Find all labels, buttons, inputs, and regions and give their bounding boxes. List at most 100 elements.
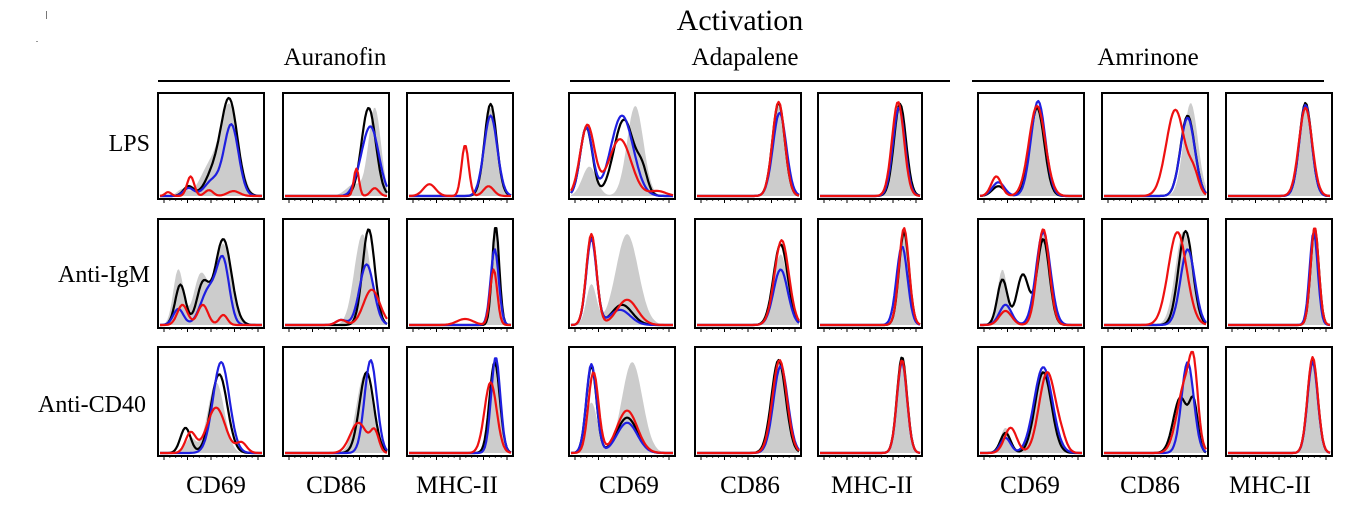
histogram-line-red [1228, 227, 1331, 327]
x-axis-ticks [983, 456, 1079, 460]
histogram-line-red [979, 104, 1082, 198]
histogram-filled [285, 234, 387, 325]
panel-auranofin-lps-cd69 [157, 92, 265, 203]
histogram-line-red [1104, 108, 1207, 198]
x-axis-ticks [574, 199, 670, 203]
row-label-lps: LPS [108, 131, 150, 157]
histogram-line-red [160, 406, 262, 455]
histogram-filled [1228, 230, 1330, 325]
histogram-line-red [1104, 350, 1207, 455]
marker-label-mhcii-amrinone: MHC-II [1229, 472, 1311, 499]
histogram-line-blue [570, 114, 673, 198]
x-axis-ticks [288, 199, 384, 203]
histogram-line-red [980, 228, 1082, 327]
x-axis-ticks [823, 328, 917, 332]
histogram-line-red [408, 145, 511, 198]
histogram-line-red [409, 381, 512, 455]
panel-auranofin-anti-igm-cd86 [282, 218, 390, 332]
histogram-filled [980, 232, 1082, 325]
histogram-line-red [1228, 356, 1331, 455]
x-axis-ticks [1107, 328, 1203, 332]
x-axis-ticks [1107, 456, 1203, 460]
x-axis-ticks [288, 456, 384, 460]
x-axis-ticks [1231, 328, 1327, 332]
figure-title: Activation [676, 4, 804, 37]
histogram-filled [820, 359, 920, 453]
x-axis-ticks [288, 328, 384, 332]
panel-auranofin-anti-cd40-cd69 [157, 346, 265, 460]
panel-adapalene-anti-igm-cd86 [694, 218, 802, 332]
panel-amrinone-anti-cd40-cd86 [1101, 346, 1209, 460]
histogram-filled [160, 103, 262, 196]
panel-amrinone-anti-igm-cd69 [977, 218, 1085, 332]
x-axis-ticks [983, 199, 1079, 203]
x-axis-ticks [1231, 456, 1327, 460]
x-axis-ticks [700, 328, 796, 332]
drug-label-amrinone: Amrinone [1097, 44, 1199, 71]
histogram-filled [1104, 370, 1206, 453]
panel-amrinone-anti-igm-cd86 [1101, 218, 1209, 332]
x-axis-ticks [823, 456, 917, 460]
panel-auranofin-anti-cd40-mhc-ii [406, 346, 514, 460]
histogram-line-red [159, 175, 262, 198]
histogram-line-red [697, 359, 800, 455]
marker-label-cd69-adapalene: CD69 [599, 472, 659, 499]
panel-adapalene-anti-cd40-mhc-ii [817, 346, 923, 460]
x-axis-ticks [412, 199, 508, 203]
histogram-filled [571, 362, 673, 453]
row-label-anti-cd40: Anti-CD40 [38, 392, 146, 418]
panel-adapalene-anti-igm-cd69 [568, 218, 676, 332]
x-axis-ticks [163, 328, 259, 332]
panel-auranofin-lps-cd86 [282, 92, 390, 203]
row-label-anti-igm: Anti-IgM [58, 262, 150, 288]
drug-label-auranofin: Auranofin [283, 44, 387, 71]
histogram-filled [571, 105, 673, 196]
x-axis-ticks [163, 456, 259, 460]
histogram-filled [409, 107, 511, 196]
panel-amrinone-lps-cd69 [977, 92, 1085, 203]
histogram-line-red [820, 359, 921, 455]
corner-mark [46, 11, 47, 19]
histogram-line-red [160, 303, 262, 327]
panel-adapalene-lps-mhc-ii [817, 92, 923, 203]
histogram-line-red [409, 268, 511, 327]
corner-dot [36, 41, 38, 42]
drug-underline-adapalene [570, 80, 950, 82]
panel-auranofin-anti-cd40-cd86 [282, 346, 390, 460]
x-axis-ticks [1107, 199, 1203, 203]
x-axis-ticks [823, 199, 917, 203]
histogram-line-blue [980, 366, 1082, 455]
marker-label-cd86-adapalene: CD86 [720, 472, 780, 499]
x-axis-ticks [412, 456, 508, 460]
histogram-line-red [285, 421, 388, 455]
panel-auranofin-lps-mhc-ii [406, 92, 514, 203]
histogram-line-red [820, 101, 921, 198]
x-axis-ticks [412, 328, 508, 332]
panel-adapalene-lps-cd69 [568, 92, 676, 203]
panel-adapalene-anti-igm-mhc-ii [817, 218, 923, 332]
histogram-line-blue [409, 114, 512, 198]
histogram-filled [697, 105, 799, 196]
histogram-line-red [980, 371, 1082, 455]
histogram-filled [697, 254, 799, 325]
histogram-filled [571, 234, 673, 325]
x-axis-ticks [574, 456, 670, 460]
histogram-line-red [570, 123, 674, 197]
panel-amrinone-anti-cd40-cd69 [977, 346, 1085, 460]
histogram-line-red [697, 100, 800, 198]
histogram-line-red [1228, 106, 1331, 198]
panel-adapalene-lps-cd86 [694, 92, 802, 203]
histogram-filled [1228, 105, 1330, 196]
x-axis-ticks [1231, 199, 1327, 203]
marker-label-cd86-auranofin: CD86 [306, 472, 366, 499]
panel-amrinone-anti-cd40-mhc-ii [1225, 346, 1333, 460]
marker-label-mhcii-auranofin: MHC-II [416, 472, 498, 499]
histogram-line-red [570, 232, 673, 327]
histogram-line-red [820, 227, 921, 327]
histogram-filled [980, 106, 1082, 196]
drug-underline-auranofin [158, 80, 510, 82]
drug-underline-amrinone [972, 80, 1324, 82]
marker-label-mhcii-adapalene: MHC-II [831, 472, 913, 499]
histogram-line-red [697, 239, 800, 327]
